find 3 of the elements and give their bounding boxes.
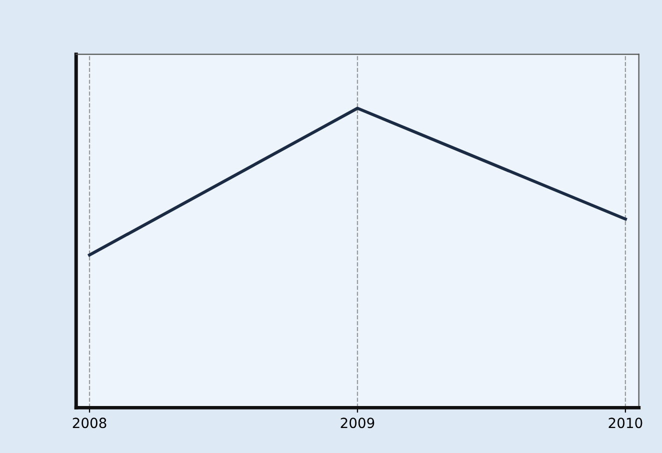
x-tick-label: 2010 xyxy=(608,418,642,428)
x-tick-label: 2008 xyxy=(72,418,106,428)
x-tick-label: 2009 xyxy=(340,418,374,428)
